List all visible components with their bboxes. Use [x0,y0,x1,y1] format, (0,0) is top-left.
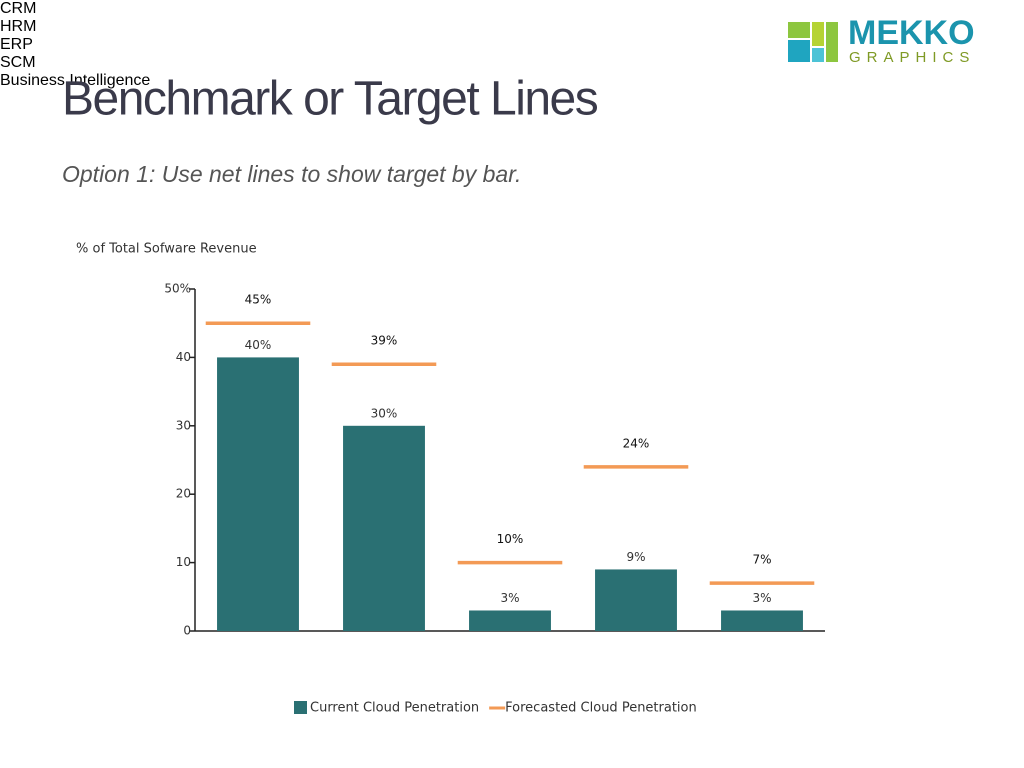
legend-label: Forecasted Cloud Penetration [505,701,697,716]
legend-label: Current Cloud Penetration [310,701,479,716]
x-tick-label: ERP [0,36,33,53]
bar-value-label: 9% [626,550,645,564]
y-tick-label: 40 [176,350,191,364]
bar-value-label: 3% [752,591,771,605]
target-value-label: 10% [497,532,524,546]
bar [343,425,425,631]
logo-tagline: GRAPHICS [849,49,975,66]
x-tick-label: Business Intelligence [0,72,151,89]
legend-item: Forecasted Cloud Penetration [489,701,697,716]
target-value-label: 7% [752,553,771,567]
legend-swatch [294,701,307,714]
x-tick-label: SCM [0,54,36,71]
bar [217,357,299,631]
y-tick-label: 0 [183,624,191,638]
target-value-label: 45% [245,293,272,307]
target-value-label: 24% [623,436,650,450]
y-tick-label: 20 [176,487,191,501]
bar [595,569,677,631]
x-tick-label: CRM [0,0,37,17]
target-value-label: 39% [371,334,398,348]
bar [721,610,803,631]
y-tick-label: 30 [176,418,191,432]
bar-value-label: 3% [500,591,519,605]
subtitle: Option 1: Use net lines to show target b… [62,161,521,187]
y-tick-label: 50% [164,282,191,296]
y-tick-label: 10 [176,555,191,569]
logo-name: MEKKO [848,14,975,52]
bar [469,610,551,631]
logo-mark [788,22,838,62]
bar-value-label: 40% [245,338,272,352]
y-axis-label: % of Total Sofware Revenue [76,242,257,257]
x-tick-label: HRM [0,18,37,35]
title: Benchmark or Target Lines [62,73,598,126]
legend-item: Current Cloud Penetration [294,701,479,716]
bar-value-label: 30% [371,406,398,420]
